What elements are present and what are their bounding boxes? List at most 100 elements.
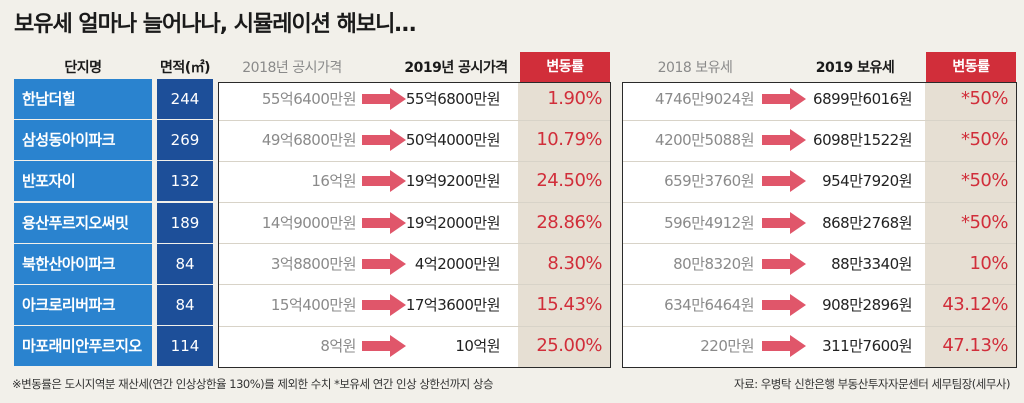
tax-2018-value: 4746만9024원 [655, 90, 754, 108]
right-arrow-icon [362, 129, 406, 152]
right-arrow-icon [762, 129, 806, 152]
row-divider [219, 202, 610, 203]
price-2019-value: 50억4000만원 [405, 131, 501, 150]
complex-name: 한남더힐 [14, 79, 152, 119]
tax-change-value: 47.13% [942, 335, 1008, 357]
tax-2019-value: 311만7600원 [822, 337, 912, 356]
area-value: 269 [157, 120, 213, 161]
header-area: 면적(㎡) [159, 60, 211, 76]
header-price-change: 변동률 [520, 52, 610, 82]
tax-change-value: 10% [969, 252, 1008, 274]
right-arrow-icon [762, 252, 806, 275]
price-change-value: 24.50% [536, 170, 602, 192]
tax-2018-value: 596만4912원 [664, 213, 754, 232]
right-arrow-icon [362, 294, 406, 316]
footnote-right: 자료: 우병탁 신한은행 부동산투자자문센터 세무팀장(세무사) [734, 377, 1010, 391]
right-arrow-icon [362, 170, 406, 193]
price-change-value: 8.30% [547, 252, 602, 274]
price-2019-value: 10억원 [455, 337, 500, 356]
right-arrow-icon [362, 252, 406, 275]
tax-change-value: *50% [960, 129, 1009, 151]
tax-2019-value: 6899만6016원 [813, 90, 912, 108]
tax-change-column-bg [925, 83, 1016, 367]
right-arrow-icon [762, 211, 806, 234]
price-change-column-bg [518, 83, 610, 367]
price-change-value: 25.00% [536, 335, 602, 357]
tax-change-value: *50% [960, 211, 1009, 233]
tax-2019-value: 954만7920원 [822, 172, 912, 191]
price-change-value: 10.79% [536, 129, 602, 151]
price-change-value: 1.90% [547, 88, 602, 109]
price-2018-value: 14억9000만원 [261, 213, 357, 232]
header-tax-2019: 2019 보유세 [815, 60, 895, 76]
area-value: 84 [157, 285, 213, 325]
tax-2019-value: 88만3340원 [831, 254, 912, 273]
row-divider [219, 119, 610, 121]
right-arrow-icon [762, 294, 806, 316]
header-complex: 단지명 [64, 60, 102, 76]
table-row: 북한산아이파크 84 3억8800만원 4억2000만원 8.30% 80만8320원 88… [0, 243, 1024, 286]
price-2018-value: 8억원 [320, 337, 356, 356]
tax-2018-value: 220만원 [700, 337, 754, 356]
tax-2019-value: 6098만1522원 [813, 131, 912, 150]
tax-change-value: *50% [960, 170, 1009, 192]
right-arrow-icon [762, 335, 806, 358]
table-row: 아크로리버파크 84 15억400만원 17억3600만원 15.43% 634만6464… [0, 285, 1024, 327]
price-2019-value: 17억3600만원 [405, 296, 501, 314]
tax-2019-value: 908만2896원 [822, 296, 912, 314]
right-arrow-icon [362, 211, 406, 234]
price-2018-value: 49억6800만원 [261, 131, 357, 150]
table-row: 한남더힐 244 55억6400만원 55억6800만원 1.90% 4746만9024원… [0, 79, 1024, 121]
page-title: 보유세 얼마나 늘어나나, 시뮬레이션 해보니… [14, 12, 416, 37]
price-2019-value: 55억6800만원 [405, 90, 501, 108]
price-2019-value: 19억2000만원 [405, 213, 501, 232]
right-arrow-icon [762, 88, 806, 110]
row-divider [623, 160, 1016, 162]
table-row: 삼성동아이파크 269 49억6800만원 50억4000만원 10.79% 4200만5… [0, 120, 1024, 162]
row-divider [219, 284, 610, 286]
price-2019-value: 4억2000만원 [414, 254, 501, 273]
row-divider [219, 243, 610, 245]
complex-name: 아크로리버파크 [14, 285, 152, 325]
price-2018-value: 3억8800만원 [270, 254, 357, 273]
complex-name: 마포래미안푸르지오 [14, 326, 152, 367]
area-value: 114 [157, 326, 213, 367]
row-divider [623, 119, 1016, 121]
row-divider [219, 325, 610, 327]
area-value: 84 [157, 243, 213, 284]
price-2018-value: 16억원 [311, 172, 356, 191]
right-arrow-icon [362, 335, 406, 358]
price-2018-value: 15억400만원 [270, 296, 357, 314]
complex-name: 용산푸르지오써밋 [14, 202, 152, 243]
header-price-2018: 2018년 공시가격 [242, 60, 342, 76]
row-divider [623, 325, 1016, 327]
tax-2019-value: 868만2768원 [822, 213, 912, 232]
row-divider [219, 160, 610, 162]
table-row: 반포자이 132 16억원 19억9200만원 24.50% 659만3760원 954만7… [0, 161, 1024, 203]
header-tax-2018: 2018 보유세 [657, 60, 733, 76]
tax-2018-value: 4200만5088원 [655, 131, 754, 150]
footnote-left: ※변동률은 도시지역분 재산세(연간 인상상한율 130%)를 제외한 수치 *… [12, 377, 494, 391]
price-change-value: 28.86% [536, 211, 602, 233]
row-divider [623, 284, 1016, 286]
table-row: 용산푸르지오써밋 189 14억9000만원 19억2000만원 28.86% 596만4… [0, 202, 1024, 245]
price-2018-value: 55억6400만원 [261, 90, 357, 108]
header-tax-change: 변동률 [926, 52, 1016, 82]
header-price-2019: 2019년 공시가격 [404, 60, 508, 76]
right-arrow-icon [762, 170, 806, 193]
complex-name: 북한산아이파크 [14, 243, 152, 284]
area-value: 132 [157, 161, 213, 202]
right-arrow-icon [362, 88, 406, 110]
table-row: 마포래미안푸르지오 114 8억원 10억원 25.00% 220만원 311만7600원 4… [0, 326, 1024, 368]
row-divider [623, 202, 1016, 203]
complex-name: 삼성동아이파크 [14, 120, 152, 161]
row-divider [623, 243, 1016, 245]
area-value: 244 [157, 79, 213, 119]
area-value: 189 [157, 202, 213, 243]
tax-2018-value: 80만8320원 [673, 254, 754, 273]
complex-name: 반포자이 [14, 161, 152, 202]
tax-change-value: 43.12% [942, 294, 1008, 315]
price-change-value: 15.43% [536, 294, 602, 315]
tax-change-value: *50% [960, 88, 1009, 109]
price-2019-value: 19억9200만원 [405, 172, 501, 191]
